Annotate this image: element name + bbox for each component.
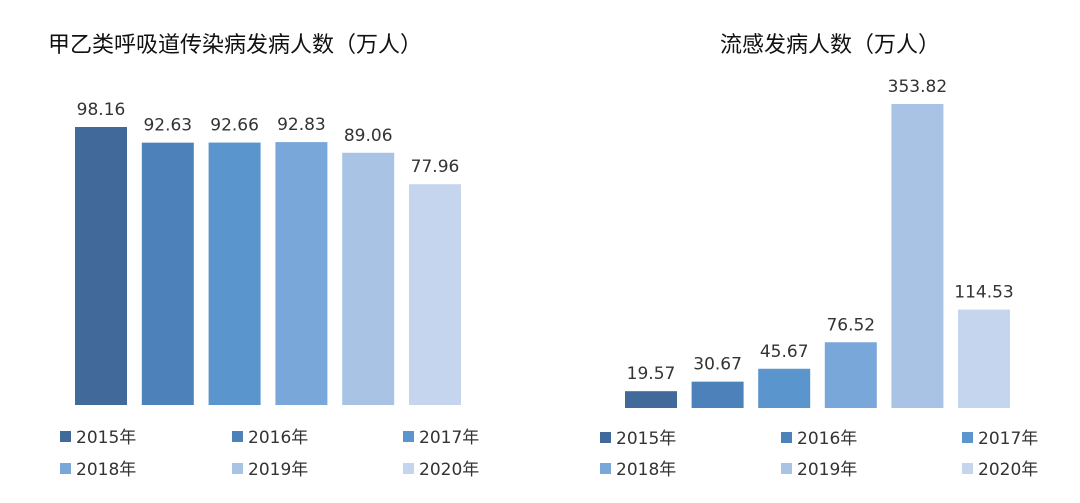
legend-label-5: 2019年 xyxy=(248,460,308,480)
legend-label-4: 2018年 xyxy=(616,460,676,480)
chart-influenza: 流感发病人数（万人） 19.57 30.67 45.67 76.52 353.82 114… xyxy=(600,33,1038,480)
data-label-6: 77.96 xyxy=(411,157,460,177)
legend-label-6: 2020年 xyxy=(978,460,1038,480)
legend-swatch-4 xyxy=(60,463,71,474)
legend-label-1: 2015年 xyxy=(76,428,136,448)
legend-swatch-5 xyxy=(781,463,792,474)
bar-3 xyxy=(758,368,811,408)
legend: 2015年 2016年 2017年 2018年 2019年 2020年 xyxy=(60,428,479,480)
bar-2 xyxy=(691,381,744,408)
legend-swatch-5 xyxy=(232,463,243,474)
legend-swatch-3 xyxy=(962,432,973,443)
legend-label-6: 2020年 xyxy=(419,460,479,480)
bar-1 xyxy=(625,391,677,408)
data-label-2: 92.63 xyxy=(143,116,192,136)
legend-label-3: 2017年 xyxy=(419,428,479,448)
legend: 2015年 2016年 2017年 2018年 2019年 2020年 xyxy=(600,429,1038,480)
data-label-5: 89.06 xyxy=(344,126,393,146)
bar-6 xyxy=(958,309,1010,408)
legend-swatch-2 xyxy=(781,432,792,443)
legend-label-2: 2016年 xyxy=(797,429,857,449)
legend-label-4: 2018年 xyxy=(76,460,136,480)
bar-4 xyxy=(275,142,328,405)
data-label-4: 76.52 xyxy=(826,315,875,335)
legend-label-3: 2017年 xyxy=(978,429,1038,449)
legend-label-1: 2015年 xyxy=(616,429,676,449)
legend-label-2: 2016年 xyxy=(248,428,308,448)
data-label-2: 30.67 xyxy=(693,355,742,375)
legend-swatch-3 xyxy=(403,431,414,442)
legend-swatch-1 xyxy=(600,432,611,443)
data-label-1: 98.16 xyxy=(77,100,126,120)
data-label-3: 45.67 xyxy=(760,342,809,362)
bar-4 xyxy=(824,342,877,408)
bar-2 xyxy=(141,142,194,406)
data-label-1: 19.57 xyxy=(627,364,676,384)
bar-5 xyxy=(342,152,395,405)
chart-title: 流感发病人数（万人） xyxy=(720,33,940,58)
bar-3 xyxy=(208,142,261,406)
bar-1 xyxy=(75,127,127,405)
chart-respiratory-infections: 甲乙类呼吸道传染病发病人数（万人） 98.16 92.63 92.66 92.83 89… xyxy=(48,33,479,480)
data-label-6: 114.53 xyxy=(954,283,1013,303)
data-label-4: 92.83 xyxy=(277,115,326,135)
data-label-5: 353.82 xyxy=(888,77,947,97)
legend-swatch-1 xyxy=(60,431,71,442)
bar-5 xyxy=(891,104,944,408)
bar-6 xyxy=(409,184,461,405)
data-label-3: 92.66 xyxy=(210,116,259,136)
legend-swatch-6 xyxy=(962,463,973,474)
legend-swatch-4 xyxy=(600,463,611,474)
legend-swatch-6 xyxy=(403,463,414,474)
chart-title: 甲乙类呼吸道传染病发病人数（万人） xyxy=(48,33,422,58)
legend-swatch-2 xyxy=(232,431,243,442)
legend-label-5: 2019年 xyxy=(797,460,857,480)
